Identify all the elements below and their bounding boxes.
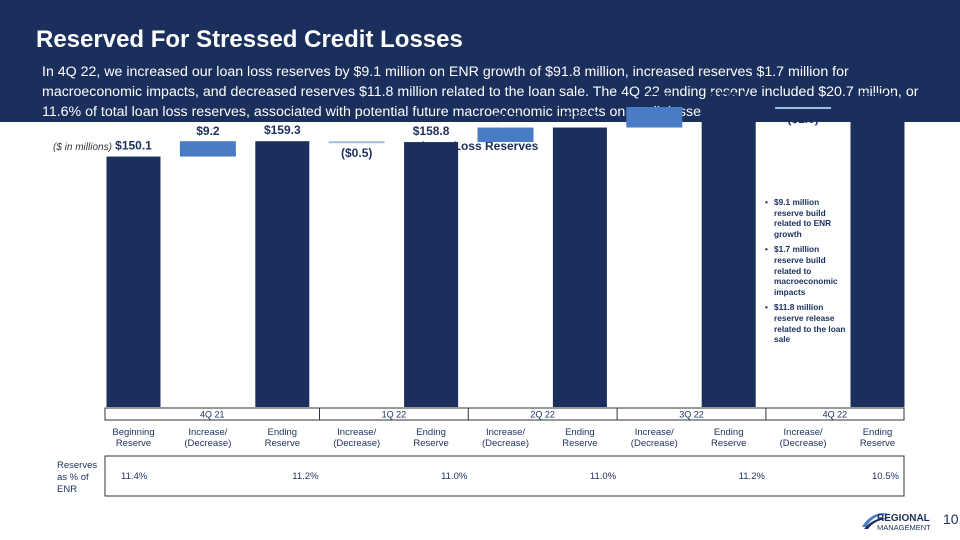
x-axis-label: Ending Reserve [413, 427, 449, 449]
x-axis-label: Ending Reserve [711, 427, 747, 449]
x-axis-label: Increase/(Decrease) [630, 427, 678, 449]
reserves-pct-value: 11.0% [589, 471, 617, 482]
x-axis-label: Ending Reserve [264, 427, 300, 449]
decrease-bar [775, 107, 832, 110]
x-axis-label: Increase/(Decrease) [779, 427, 827, 449]
bar-value-label: ($0.5) [341, 146, 372, 160]
increase-bar [179, 141, 236, 157]
annotation-note: $9.1 million reserve build related to EN… [764, 197, 848, 350]
reserves-pct-value: 11.2% [292, 471, 319, 482]
quarter-label: 4Q 22 [823, 410, 848, 420]
increase-bar [477, 127, 534, 143]
x-axis-label: Increase/(Decrease) [333, 427, 381, 449]
bar-value-label: $179.8 [710, 89, 747, 103]
total-bar [255, 141, 310, 407]
reserves-pct-value: 10.5% [872, 471, 899, 482]
reserves-pct-label: Reserves as % of ENR [57, 460, 98, 495]
regional-management-logo: REGIONAL MANAGEMENT [862, 513, 931, 532]
page-title: Reserved For Stressed Credit Losses [36, 26, 463, 53]
increase-bar [626, 107, 683, 128]
bar-value-label: $167.5 [562, 110, 599, 124]
quarter-label: 1Q 22 [382, 410, 407, 420]
total-bar [701, 107, 756, 408]
annotation-bullet: $9.1 million reserve build related to EN… [764, 197, 848, 239]
svg-text:MANAGEMENT: MANAGEMENT [877, 523, 931, 532]
annotation-bullet: $1.7 million reserve build related to ma… [764, 244, 848, 297]
quarter-label: 3Q 22 [679, 410, 704, 420]
x-axis-label: Beginning Reserve [112, 427, 155, 449]
bar-value-label: $8.7 [494, 111, 518, 125]
x-axis-label: Increase/(Decrease) [184, 427, 232, 449]
bar-value-label: ($1.0) [787, 112, 818, 126]
quarter-strip [104, 407, 905, 421]
reserves-pct-value: 11.0% [441, 471, 468, 482]
reserves-pct-value: 11.4% [121, 471, 148, 482]
page-subtitle: In 4Q 22, we increased our loan loss res… [42, 64, 919, 120]
total-bar [404, 142, 459, 407]
bar-value-label: $178.8 [859, 91, 896, 105]
header-banner: Reserved For Stressed Credit Losses In 4… [0, 0, 960, 122]
svg-text:REGIONAL: REGIONAL [877, 513, 930, 524]
quarter-label: 4Q 21 [200, 410, 225, 420]
total-bar [850, 108, 905, 408]
bar-value-label: $159.3 [264, 123, 301, 137]
page-number: 10 [943, 511, 959, 527]
reserves-pct-box [104, 455, 905, 497]
total-bar [552, 127, 607, 407]
reserves-pct-value: 11.2% [738, 471, 765, 482]
bar-value-label: $150.1 [115, 139, 152, 153]
bar-value-label: $9.2 [196, 124, 220, 138]
x-axis-label: Increase/(Decrease) [482, 427, 529, 449]
x-axis-label: Ending Reserve [562, 427, 598, 449]
bar-value-label: $158.8 [413, 124, 450, 138]
quarter-label: 2Q 22 [530, 410, 555, 420]
x-axis-label: Ending Reserve [859, 427, 896, 449]
units-note: ($ in millions) [53, 142, 112, 153]
bar-value-label: $12.3 [639, 90, 669, 104]
total-bar [106, 156, 161, 407]
decrease-bar [328, 141, 385, 144]
annotation-bullet: $11.8 million reserve release related to… [764, 302, 848, 344]
